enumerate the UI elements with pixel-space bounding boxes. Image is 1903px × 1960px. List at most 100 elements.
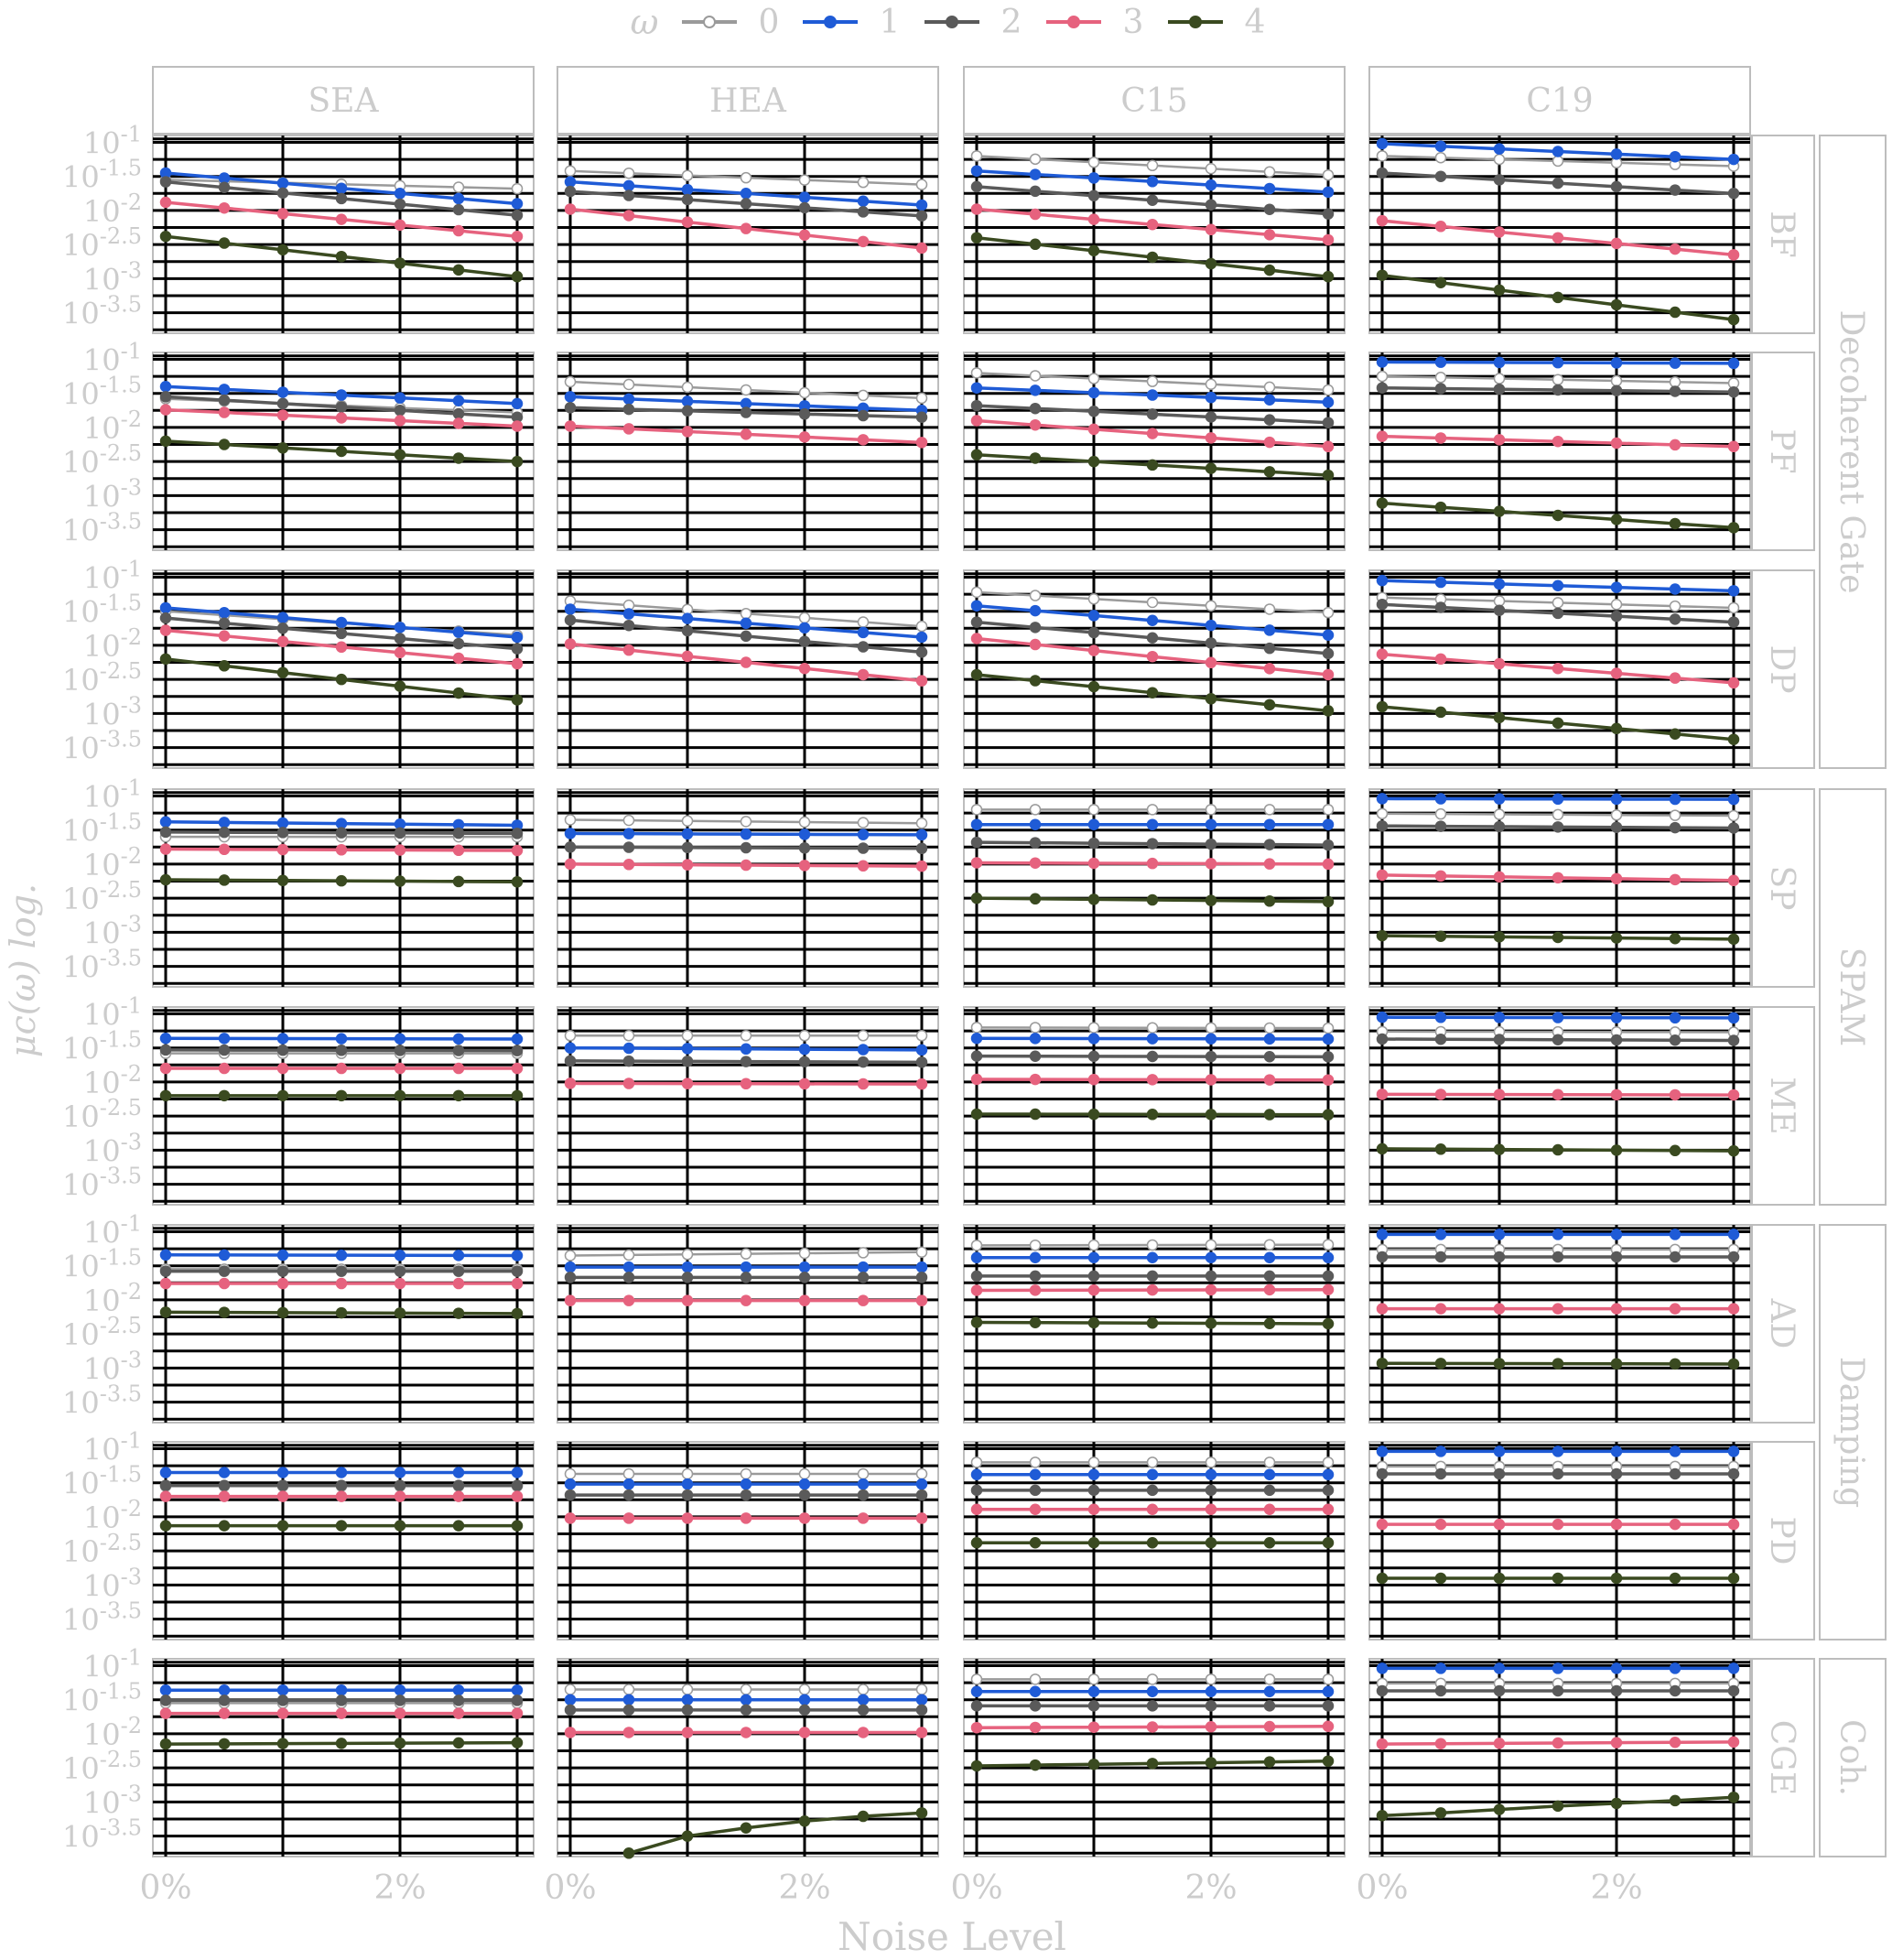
y-tick-label: 10-3 (83, 257, 142, 297)
data-point (1493, 595, 1506, 607)
panel-ad-c19 (1368, 1224, 1751, 1424)
data-point (1263, 264, 1276, 276)
data-point (394, 449, 406, 460)
data-point (218, 384, 231, 395)
data-point (1146, 408, 1159, 420)
series-omega-4 (1376, 1357, 1740, 1370)
data-point (1434, 1518, 1447, 1531)
y-tick-label: 10-2.5 (62, 658, 142, 698)
data-point (1205, 1685, 1217, 1698)
data-point (740, 656, 752, 668)
legend-label: 4 (1245, 4, 1266, 41)
data-point (1205, 656, 1217, 669)
data-point (1552, 872, 1564, 884)
data-point (218, 406, 231, 418)
data-point (1610, 872, 1623, 885)
data-point (740, 1512, 752, 1524)
data-point (1146, 1503, 1159, 1515)
data-point (1493, 820, 1506, 833)
data-point (1029, 1673, 1042, 1685)
data-point (159, 1249, 172, 1262)
group-strip-decoherent-gate: Decoherent Gate (1819, 135, 1887, 769)
data-point (1727, 616, 1740, 628)
data-point (1727, 153, 1740, 166)
series-omega-4 (970, 449, 1335, 482)
data-point (564, 1077, 577, 1089)
data-point (1322, 1022, 1335, 1034)
data-point (1146, 838, 1159, 850)
group-strips: Decoherent Gate SPAM Damping Coh. (1819, 135, 1887, 1857)
panel-background (557, 352, 939, 551)
data-point (1669, 1572, 1681, 1585)
strip-box (1751, 135, 1815, 334)
data-point (1263, 1720, 1276, 1733)
series-omega-2 (970, 1700, 1335, 1712)
data-point (1376, 1303, 1389, 1315)
data-point (1552, 1662, 1564, 1674)
data-point (970, 449, 983, 460)
data-point (511, 643, 524, 655)
data-point (511, 1479, 524, 1491)
data-point (1322, 705, 1335, 717)
data-point (1376, 167, 1389, 179)
data-point (970, 1284, 983, 1296)
data-point (159, 612, 172, 624)
data-point (1322, 1503, 1335, 1515)
data-point (798, 1247, 811, 1260)
data-point (622, 1077, 635, 1089)
data-point (1146, 218, 1159, 231)
data-point (1669, 1303, 1681, 1315)
data-point (452, 1707, 465, 1719)
data-point (740, 222, 752, 234)
data-point (622, 1467, 635, 1480)
series-omega-2 (159, 1265, 524, 1277)
series-omega-4 (970, 1536, 1335, 1549)
data-point (159, 1033, 172, 1045)
series-omega-2 (970, 836, 1335, 851)
data-point (335, 616, 348, 629)
data-point (1434, 653, 1447, 666)
data-point (276, 666, 289, 678)
data-point (511, 1033, 524, 1045)
data-point (970, 1456, 983, 1468)
data-point (970, 1685, 983, 1698)
data-point (1263, 698, 1276, 711)
data-point (1087, 423, 1100, 436)
data-point (1322, 469, 1335, 482)
data-point (970, 600, 983, 612)
series-omega-1 (1376, 356, 1740, 370)
data-point (1376, 807, 1389, 820)
y-tick-label: 10-1 (83, 1210, 142, 1250)
data-point (1493, 871, 1506, 883)
data-point (1610, 1303, 1623, 1315)
data-point (452, 687, 465, 699)
data-point (1493, 1803, 1506, 1815)
data-point (159, 1467, 172, 1478)
data-point (276, 612, 289, 623)
data-point (740, 198, 752, 210)
data-point (1376, 574, 1389, 587)
data-point (1029, 1700, 1042, 1712)
data-point (511, 1520, 524, 1532)
x-tick-label: 0% (139, 1869, 191, 1907)
data-point (1727, 585, 1740, 597)
data-point (1263, 466, 1276, 478)
strip-box (1751, 1441, 1815, 1641)
data-point (218, 1738, 231, 1750)
data-point (622, 1249, 635, 1262)
data-point (1610, 237, 1623, 250)
legend-label: 0 (759, 4, 780, 41)
row-strip-cge: CGE (1751, 1658, 1815, 1857)
data-point (1493, 657, 1506, 670)
x-tick-labels: 0% 2% (1356, 1869, 1642, 1907)
series-omega-0 (1376, 807, 1740, 822)
data-point (511, 657, 524, 670)
series-omega-4 (970, 1108, 1335, 1121)
data-point (1669, 809, 1681, 821)
data-point (1669, 821, 1681, 834)
data-point (394, 198, 406, 211)
data-point (1552, 1034, 1564, 1046)
data-point (1029, 1033, 1042, 1045)
data-point (1263, 1673, 1276, 1685)
data-point (276, 1089, 289, 1102)
